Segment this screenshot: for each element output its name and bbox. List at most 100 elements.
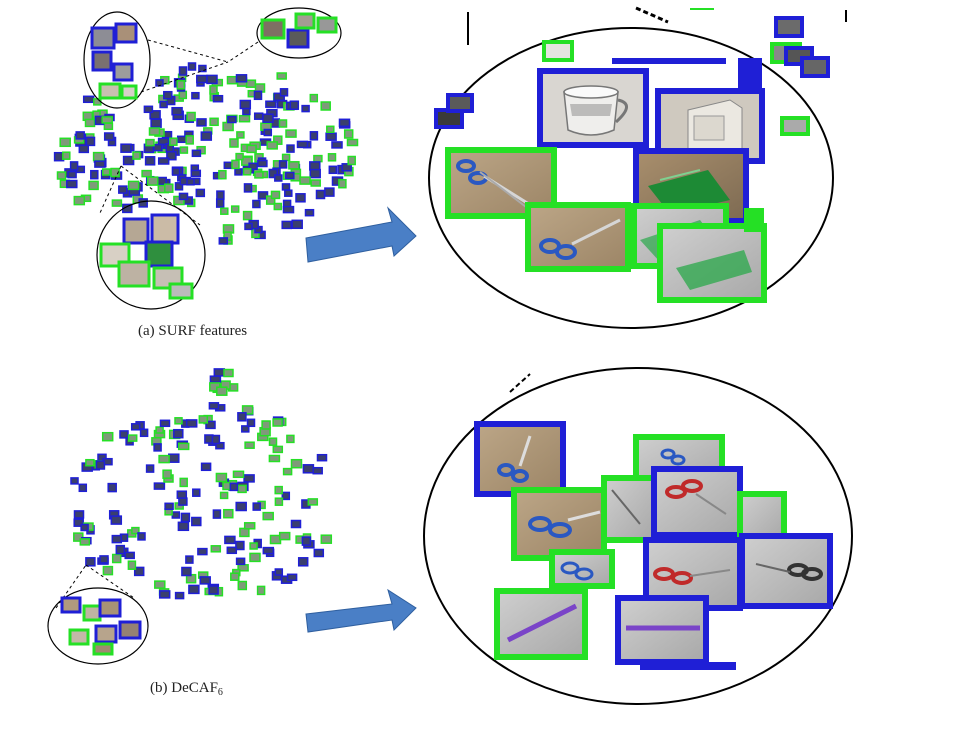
scatter-thumbnail xyxy=(281,183,291,191)
scatter-thumbnail xyxy=(272,418,283,427)
scatter-thumbnail xyxy=(73,518,84,527)
scatter-thumbnail xyxy=(174,591,185,600)
scatter-thumbnail xyxy=(347,155,356,166)
scatter-thumbnail xyxy=(62,151,71,160)
scatter-thumbnail xyxy=(180,512,191,523)
scatter-thumbnail xyxy=(242,210,253,221)
scatter-thumbnail xyxy=(253,90,263,101)
caption-a: (a) SURF features xyxy=(138,323,247,339)
scatter-thumbnail xyxy=(157,137,170,146)
scatter-thumbnail xyxy=(213,368,226,377)
zoom-circle-b xyxy=(423,367,853,705)
scatter-thumbnail xyxy=(208,402,220,410)
scatter-thumbnail xyxy=(171,167,181,176)
scatter-thumbnail xyxy=(186,178,195,186)
scatter-thumbnail xyxy=(312,466,323,475)
scatter-thumbnail xyxy=(273,92,285,102)
scatter-thumbnail xyxy=(144,156,156,166)
scatter-thumbnail xyxy=(239,527,250,538)
scatter-thumbnail xyxy=(66,179,78,189)
scatter-thumbnail xyxy=(110,167,120,178)
scatter-thumbnail xyxy=(115,544,126,555)
scatter-thumbnail xyxy=(101,168,111,176)
scatter-thumbnail xyxy=(268,168,279,179)
cluster-circle-top-left-a xyxy=(83,11,151,109)
scatter-overview-b xyxy=(70,368,333,600)
scatter-thumbnail xyxy=(242,107,251,116)
scatter-thumbnail xyxy=(158,454,170,464)
scatter-thumbnail xyxy=(231,159,240,170)
scatter-thumbnail xyxy=(153,143,163,152)
scatter-thumbnail xyxy=(262,546,275,555)
scatter-thumbnail xyxy=(155,426,164,434)
scatter-thumbnail xyxy=(70,477,79,485)
scatter-thumbnail xyxy=(241,425,250,433)
scatter-thumbnail xyxy=(163,90,173,100)
scatter-thumbnail xyxy=(301,536,312,546)
scatter-thumbnail xyxy=(127,180,140,191)
scatter-thumbnail xyxy=(284,189,293,197)
scatter-thumbnail xyxy=(196,118,207,127)
scatter-thumbnail xyxy=(185,135,194,145)
scatter-thumbnail xyxy=(176,135,188,144)
scatter-thumbnail xyxy=(111,553,122,564)
scatter-thumbnail xyxy=(120,143,132,153)
scatter-thumbnail xyxy=(218,237,229,245)
scatter-thumbnail xyxy=(178,90,188,100)
scatter-thumbnail xyxy=(191,149,202,158)
scatter-thumbnail xyxy=(103,132,115,141)
scatter-thumbnail xyxy=(223,508,234,519)
scatter-thumbnail xyxy=(256,585,266,596)
scatter-thumbnail xyxy=(328,165,338,175)
scatter-thumbnail xyxy=(238,114,251,123)
cluster-circle-b xyxy=(47,587,149,665)
scatter-thumbnail xyxy=(295,193,306,203)
scatter-thumbnail xyxy=(248,162,258,171)
scatter-thumbnail xyxy=(138,198,148,208)
scatter-thumbnail xyxy=(274,497,284,506)
scatter-thumbnail xyxy=(291,219,303,230)
scatter-thumbnail xyxy=(85,458,95,467)
panel-b: (b) DeCAF6 xyxy=(47,367,853,705)
scatter-thumbnail xyxy=(262,113,274,123)
thumb-mug xyxy=(537,68,649,148)
scatter-thumbnail xyxy=(196,74,208,84)
scatter-thumbnail xyxy=(205,420,216,430)
scatter-thumbnail xyxy=(309,131,319,141)
thumb-b-6 xyxy=(737,491,787,541)
scatter-thumbnail xyxy=(143,105,154,114)
zoom-circle-a xyxy=(428,27,834,329)
scatter-thumbnail xyxy=(215,472,228,483)
scatter-thumbnail xyxy=(281,491,291,501)
cluster-circle-bottom-a xyxy=(96,200,206,310)
scatter-thumbnail xyxy=(219,491,229,500)
scatter-thumbnail xyxy=(73,510,85,519)
scatter-thumbnail xyxy=(73,195,86,206)
scatter-thumbnail xyxy=(282,205,295,214)
scatter-thumbnail xyxy=(261,420,271,430)
scatter-thumbnail xyxy=(186,111,196,122)
scatter-thumbnail xyxy=(246,418,256,428)
scatter-thumbnail xyxy=(239,99,252,110)
scatter-thumbnail xyxy=(79,538,91,546)
scatter-thumbnail xyxy=(290,458,303,469)
scatter-thumbnail xyxy=(208,585,219,595)
scatter-thumbnail xyxy=(124,551,135,560)
scatter-thumbnail xyxy=(309,168,321,179)
scatter-thumbnail xyxy=(252,199,261,209)
scatter-thumbnail xyxy=(174,182,184,191)
scatter-thumbnail xyxy=(78,144,90,154)
scatter-thumbnail xyxy=(185,419,198,428)
scatter-thumbnail xyxy=(141,169,152,178)
scatter-thumbnail xyxy=(235,74,248,83)
scatter-thumbnail xyxy=(313,548,325,558)
arrow-right-a xyxy=(305,206,417,263)
scatter-thumbnail xyxy=(272,445,284,454)
thumb-b-4 xyxy=(601,475,657,543)
scatter-thumbnail xyxy=(171,106,183,116)
scatter-thumbnail xyxy=(327,153,337,162)
arrow-right-b xyxy=(305,588,417,633)
scatter-thumbnail xyxy=(85,136,96,147)
scatter-thumbnail xyxy=(343,129,354,139)
